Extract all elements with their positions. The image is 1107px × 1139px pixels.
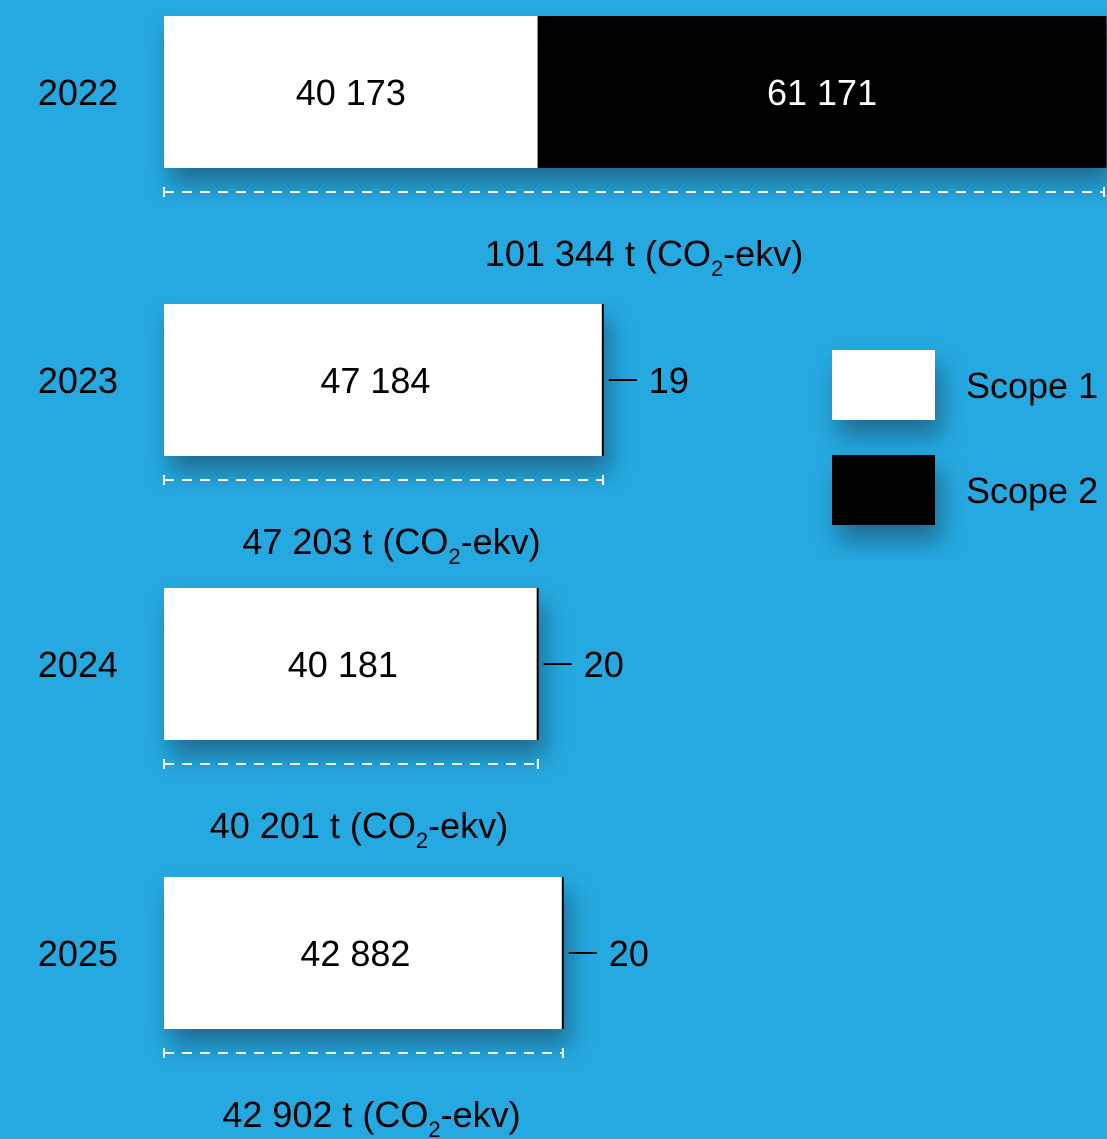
bar-value-label-scope1: 47 184 bbox=[320, 360, 430, 401]
bar-group-2024: 2024 40 181 20 40 201 t (CO2-ekv) bbox=[38, 588, 624, 853]
bar-value-label-scope1: 40 181 bbox=[288, 644, 398, 685]
bar-value-label-scope1: 42 882 bbox=[300, 933, 410, 974]
year-label: 2023 bbox=[38, 360, 118, 401]
legend-swatch-shadow bbox=[832, 350, 935, 420]
total-label: 47 203 t (CO2-ekv) bbox=[242, 521, 540, 569]
bar-shadow-group bbox=[164, 304, 604, 456]
bar-shadow-group bbox=[164, 16, 1107, 168]
legend-label: Scope 1 bbox=[966, 365, 1098, 406]
legend-item-2: Scope 2 bbox=[832, 455, 1098, 525]
bar-scope2 bbox=[561, 877, 564, 1029]
bar-scope1 bbox=[164, 304, 603, 456]
bar-scope1 bbox=[164, 588, 538, 740]
legend-swatch-shadow bbox=[832, 455, 935, 525]
bar-scope1 bbox=[164, 16, 538, 168]
bar-value-label-scope1: 40 173 bbox=[296, 72, 406, 113]
bar-shadow-group bbox=[164, 588, 539, 740]
legend-swatch bbox=[832, 455, 935, 525]
bar-group-2025: 2025 42 882 20 42 902 t (CO2-ekv) bbox=[38, 877, 649, 1139]
legend-item-1: Scope 1 bbox=[832, 350, 1098, 420]
bar-group-2022: 2022 40 173 61 171 101 344 t (CO2-ekv) bbox=[38, 16, 1107, 281]
legend-label: Scope 2 bbox=[966, 470, 1098, 511]
bar-scope1 bbox=[164, 877, 563, 1029]
bar-value-label-scope2: 19 bbox=[649, 360, 689, 401]
total-label: 40 201 t (CO2-ekv) bbox=[210, 805, 508, 853]
bar-scope2 bbox=[537, 16, 1107, 168]
total-label: 42 902 t (CO2-ekv) bbox=[222, 1094, 520, 1139]
bar-value-label-scope2: 61 171 bbox=[767, 72, 877, 113]
total-label: 101 344 t (CO2-ekv) bbox=[485, 233, 803, 281]
year-label: 2025 bbox=[38, 933, 118, 974]
bar-shadow-group bbox=[164, 877, 564, 1029]
bar-scope2 bbox=[601, 304, 604, 456]
bar-value-label-scope2: 20 bbox=[584, 644, 624, 685]
bar-group-2023: 2023 47 184 19 47 203 t (CO2-ekv) bbox=[38, 304, 689, 569]
bar-value-label-scope2: 20 bbox=[609, 933, 649, 974]
bar-scope2 bbox=[536, 588, 539, 740]
year-label: 2024 bbox=[38, 644, 118, 685]
legend-swatch bbox=[832, 350, 935, 420]
year-label: 2022 bbox=[38, 72, 118, 113]
